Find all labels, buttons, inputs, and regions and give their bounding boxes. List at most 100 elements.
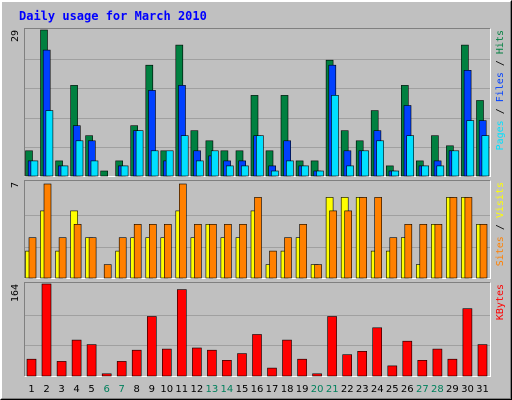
bar-sites-day-11 [179, 183, 187, 279]
bar-kbytes-day-7 [116, 361, 127, 377]
bar-kbytes-day-5 [86, 344, 97, 377]
bar-sites-day-5 [88, 237, 97, 279]
hits-files-pages-plot-shadow [24, 28, 491, 177]
bar-pages-day-7 [120, 165, 129, 177]
bar-pages-day-25 [391, 170, 400, 177]
bar-sites-day-8 [133, 224, 142, 279]
bar-kbytes-day-20 [312, 373, 322, 377]
bar-pages-day-16 [256, 135, 264, 177]
hits-files-pages-plot-highlight [24, 28, 491, 177]
hits-files-pages-panel: 29 Pages / Files / Hits [10, 28, 506, 177]
bar-pages-day-8 [135, 130, 144, 177]
x-tick-label-day-18: 18 [281, 384, 294, 395]
bar-pages-day-14 [226, 165, 234, 177]
bar-sites-day-24 [374, 197, 383, 279]
x-tick-label-day-17: 17 [266, 384, 279, 395]
chart-title: Daily usage for March 2010 [19, 9, 207, 23]
bar-sites-day-9 [149, 224, 157, 279]
sites-visits-y-max-label: 7 [10, 182, 21, 188]
kbytes-series-label: KBytes [495, 284, 506, 320]
bar-sites-day-19 [299, 224, 307, 279]
label-separator: / [495, 218, 506, 236]
bar-kbytes-day-10 [162, 348, 172, 377]
bar-kbytes-day-16 [252, 334, 262, 377]
bar-pages-day-11 [180, 135, 189, 177]
bar-sites-day-3 [58, 237, 67, 279]
x-tick-label-day-7: 7 [119, 384, 125, 395]
bar-sites-day-25 [389, 237, 398, 279]
bar-pages-day-29 [451, 150, 460, 177]
x-tick-label-day-27: 27 [416, 384, 429, 395]
bar-kbytes-day-19 [297, 358, 307, 377]
bar-sites-day-29 [449, 197, 458, 279]
x-tick-label-day-4: 4 [73, 384, 79, 395]
bar-sites-day-14 [224, 224, 232, 279]
label-separator: / [495, 54, 506, 72]
sites-visits-plot-shadow [24, 180, 491, 279]
bar-sites-day-21 [329, 210, 337, 279]
x-tick-label-day-14: 14 [221, 384, 234, 395]
x-tick-label-day-21: 21 [326, 384, 339, 395]
series-label-sites: Sites [495, 236, 506, 266]
x-tick-label-day-3: 3 [58, 384, 64, 395]
series-label-kbytes: KBytes [495, 284, 506, 320]
bar-sites-day-17 [269, 250, 277, 279]
bar-pages-day-12 [196, 160, 204, 177]
bar-pages-day-28 [436, 165, 445, 177]
bar-sites-day-12 [194, 224, 202, 279]
bar-pages-day-15 [241, 165, 249, 177]
bar-pages-day-21 [331, 95, 339, 177]
bar-pages-day-13 [211, 150, 219, 177]
bar-kbytes-day-1 [26, 358, 37, 377]
kbytes-plot-shadow [24, 282, 491, 377]
x-tick-label-day-1: 1 [28, 384, 34, 395]
bar-kbytes-day-9 [147, 316, 157, 377]
bar-pages-day-4 [75, 140, 84, 177]
bar-kbytes-day-2 [41, 283, 52, 377]
bar-kbytes-day-3 [56, 361, 67, 377]
hits-files-pages-series-label: Pages / Files / Hits [495, 30, 506, 150]
bar-kbytes-day-25 [387, 365, 398, 377]
x-tick-label-day-13: 13 [206, 384, 219, 395]
bar-kbytes-day-13 [207, 349, 217, 377]
bar-sites-day-10 [164, 224, 172, 279]
series-label-files: Files [495, 72, 506, 102]
bar-kbytes-day-21 [327, 316, 337, 377]
bar-kbytes-day-31 [477, 344, 488, 377]
bar-pages-day-30 [466, 120, 475, 177]
bar-sites-day-31 [479, 224, 488, 279]
bar-sites-day-7 [118, 237, 127, 279]
bar-sites-day-26 [404, 224, 413, 279]
sites-visits-plot-highlight [24, 180, 491, 279]
bar-pages-day-2 [45, 110, 54, 177]
bar-sites-day-20 [314, 264, 322, 279]
bar-pages-day-20 [316, 170, 324, 177]
bar-pages-day-10 [165, 150, 174, 177]
kbytes-panel: 164 KBytes [10, 282, 506, 377]
x-tick-label-day-6: 6 [104, 384, 110, 395]
bar-sites-day-18 [284, 237, 292, 279]
x-tick-label-day-28: 28 [431, 384, 444, 395]
x-tick-label-day-20: 20 [311, 384, 324, 395]
x-tick-label-day-12: 12 [191, 384, 204, 395]
bar-pages-day-19 [301, 165, 309, 177]
series-label-hits: Hits [495, 30, 506, 54]
x-axis-labels: 1 2 3 4 5 6 7 8 9 10 11 12 13 14 15 16 17 18 19 20 21 22 23 24 2… [28, 384, 489, 395]
bar-sites-day-2 [43, 183, 52, 279]
bar-sites-day-27 [419, 224, 428, 279]
bar-kbytes-day-15 [237, 353, 247, 377]
kbytes-y-max-label: 164 [10, 284, 21, 302]
bar-kbytes-day-24 [372, 327, 383, 377]
bar-pages-day-26 [406, 135, 415, 177]
bar-pages-day-22 [346, 165, 354, 177]
sites-visits-series-label: Sites / Visits [495, 182, 506, 266]
bar-pages-day-9 [150, 150, 159, 177]
bar-pages-day-24 [376, 140, 384, 177]
x-tick-label-day-31: 31 [476, 384, 489, 395]
bar-kbytes-day-27 [417, 359, 428, 377]
bar-pages-day-5 [90, 160, 99, 177]
bar-kbytes-day-6 [101, 373, 112, 377]
